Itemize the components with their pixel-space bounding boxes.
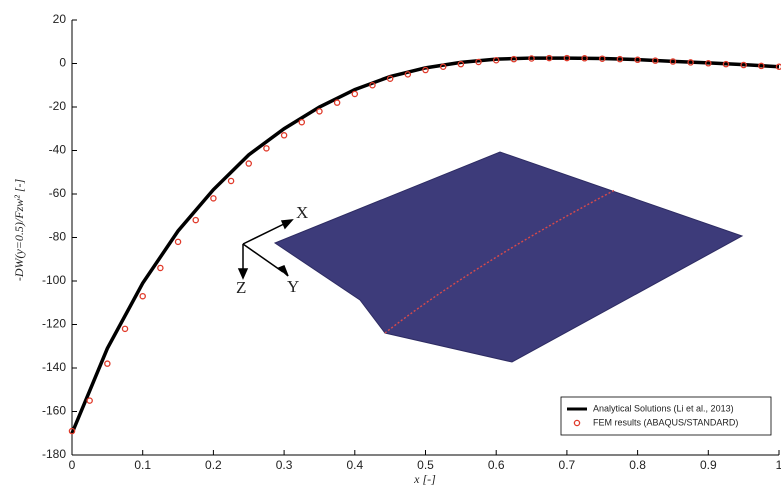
data-point — [352, 91, 357, 96]
y-tick-label: -80 — [49, 230, 67, 244]
y-tick-label: 0 — [59, 56, 66, 70]
y-tick-label: -120 — [42, 317, 66, 331]
y-axis-label: -DW(y=0.5)/Fzw² [-] — [12, 179, 26, 282]
legend-label: Analytical Solutions (Li et al., 2013) — [593, 403, 734, 413]
data-point — [105, 361, 110, 366]
x-tick-label: 0.7 — [559, 458, 576, 472]
y-tick-label: -40 — [49, 143, 67, 157]
data-point — [246, 161, 251, 166]
legend-label: FEM results (ABAQUS/STANDARD) — [593, 417, 738, 427]
y-tick-label: -180 — [42, 447, 66, 461]
data-point — [317, 109, 322, 114]
x-tick-label: 0.4 — [346, 458, 363, 472]
data-point — [140, 294, 145, 299]
x-tick-label: 0.3 — [276, 458, 293, 472]
data-point — [211, 196, 216, 201]
data-point — [335, 100, 340, 105]
y-tick-label: -160 — [42, 404, 66, 418]
x-axis-label: x [-] — [413, 472, 436, 486]
y-tick-label: -140 — [42, 360, 66, 374]
plate-surface — [275, 152, 742, 362]
x-tick-label: 0.2 — [205, 458, 222, 472]
legend: Analytical Solutions (Li et al., 2013) FE… — [561, 397, 771, 435]
y-tick-label: -60 — [49, 186, 67, 200]
data-point — [193, 218, 198, 223]
x-tick-label: 0.6 — [488, 458, 505, 472]
x-tick-label: 0.1 — [134, 458, 151, 472]
x-tick-label: 0.5 — [417, 458, 434, 472]
inset-axis-label: Z — [236, 278, 246, 297]
x-tick-label: 0.8 — [629, 458, 646, 472]
data-point — [228, 178, 233, 183]
chart: X Y Z x [-] -DW(y=0.5)/Fzw² [-] 0 0.1 0.2 0… — [0, 0, 781, 490]
inset-axis-label: X — [296, 203, 308, 222]
y-tick-label: 20 — [53, 12, 67, 26]
x-tick-label: 0.9 — [700, 458, 717, 472]
data-point — [299, 120, 304, 125]
y-tick-label: -20 — [49, 99, 67, 113]
x-tick-label: 1 — [776, 458, 781, 472]
x-tick-label: 0 — [69, 458, 76, 472]
data-point — [175, 239, 180, 244]
data-point — [122, 326, 127, 331]
inset-axis-label: Y — [287, 277, 299, 296]
data-point — [87, 398, 92, 403]
y-tick-label: -100 — [42, 273, 66, 287]
data-point — [158, 265, 163, 270]
data-point — [264, 146, 269, 151]
data-point — [282, 133, 287, 138]
inset-plate: X Y Z — [236, 152, 742, 362]
